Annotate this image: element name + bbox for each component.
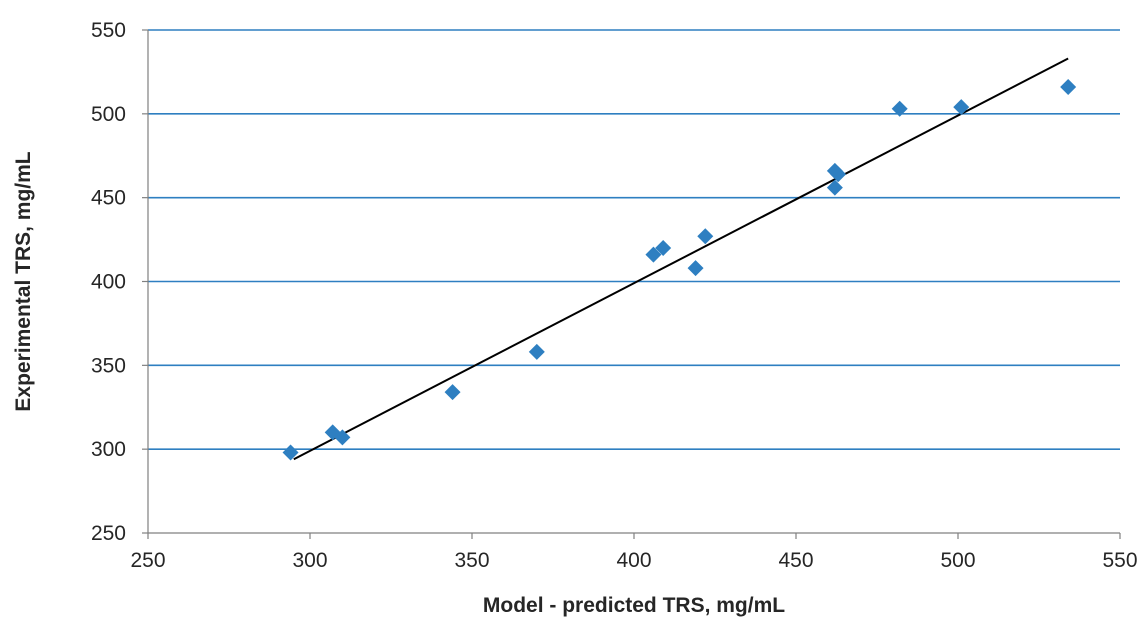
y-tick-label: 350	[91, 354, 126, 377]
data-point	[334, 429, 351, 446]
trendline	[293, 57, 1069, 461]
x-tick-label: 250	[130, 549, 165, 572]
y-axis-ticks: 250 300 350 400 450 500 550	[91, 19, 148, 545]
data-point	[891, 100, 908, 117]
x-tick-label: 550	[1102, 549, 1137, 572]
data-point	[830, 166, 847, 183]
x-tick-label: 300	[292, 549, 327, 572]
x-tick-label: 350	[454, 549, 489, 572]
data-point	[697, 228, 714, 245]
x-axis-title: Model - predicted TRS, mg/mL	[483, 594, 785, 617]
x-tick-label: 450	[778, 549, 813, 572]
x-tick-label: 500	[940, 549, 975, 572]
y-tick-label: 250	[91, 522, 126, 545]
data-point	[953, 99, 970, 116]
y-tick-label: 500	[91, 103, 126, 126]
data-point	[1060, 79, 1077, 96]
y-tick-label: 450	[91, 187, 126, 210]
data-point	[444, 384, 461, 401]
y-tick-label: 550	[91, 19, 126, 42]
data-points	[282, 79, 1077, 461]
data-point	[655, 239, 672, 256]
data-point	[826, 179, 843, 196]
data-point	[645, 246, 662, 263]
x-axis-ticks: 250 300 350 400 450 500 550	[130, 533, 1138, 572]
x-tick-label: 400	[616, 549, 651, 572]
data-point	[528, 343, 545, 360]
y-tick-label: 400	[91, 271, 126, 294]
data-point	[687, 260, 704, 277]
y-tick-label: 300	[91, 438, 126, 461]
trendline-layer	[293, 57, 1069, 461]
data-point	[282, 444, 299, 461]
y-axis-title: Experimental TRS, mg/mL	[12, 151, 35, 411]
gridlines	[148, 29, 1120, 450]
